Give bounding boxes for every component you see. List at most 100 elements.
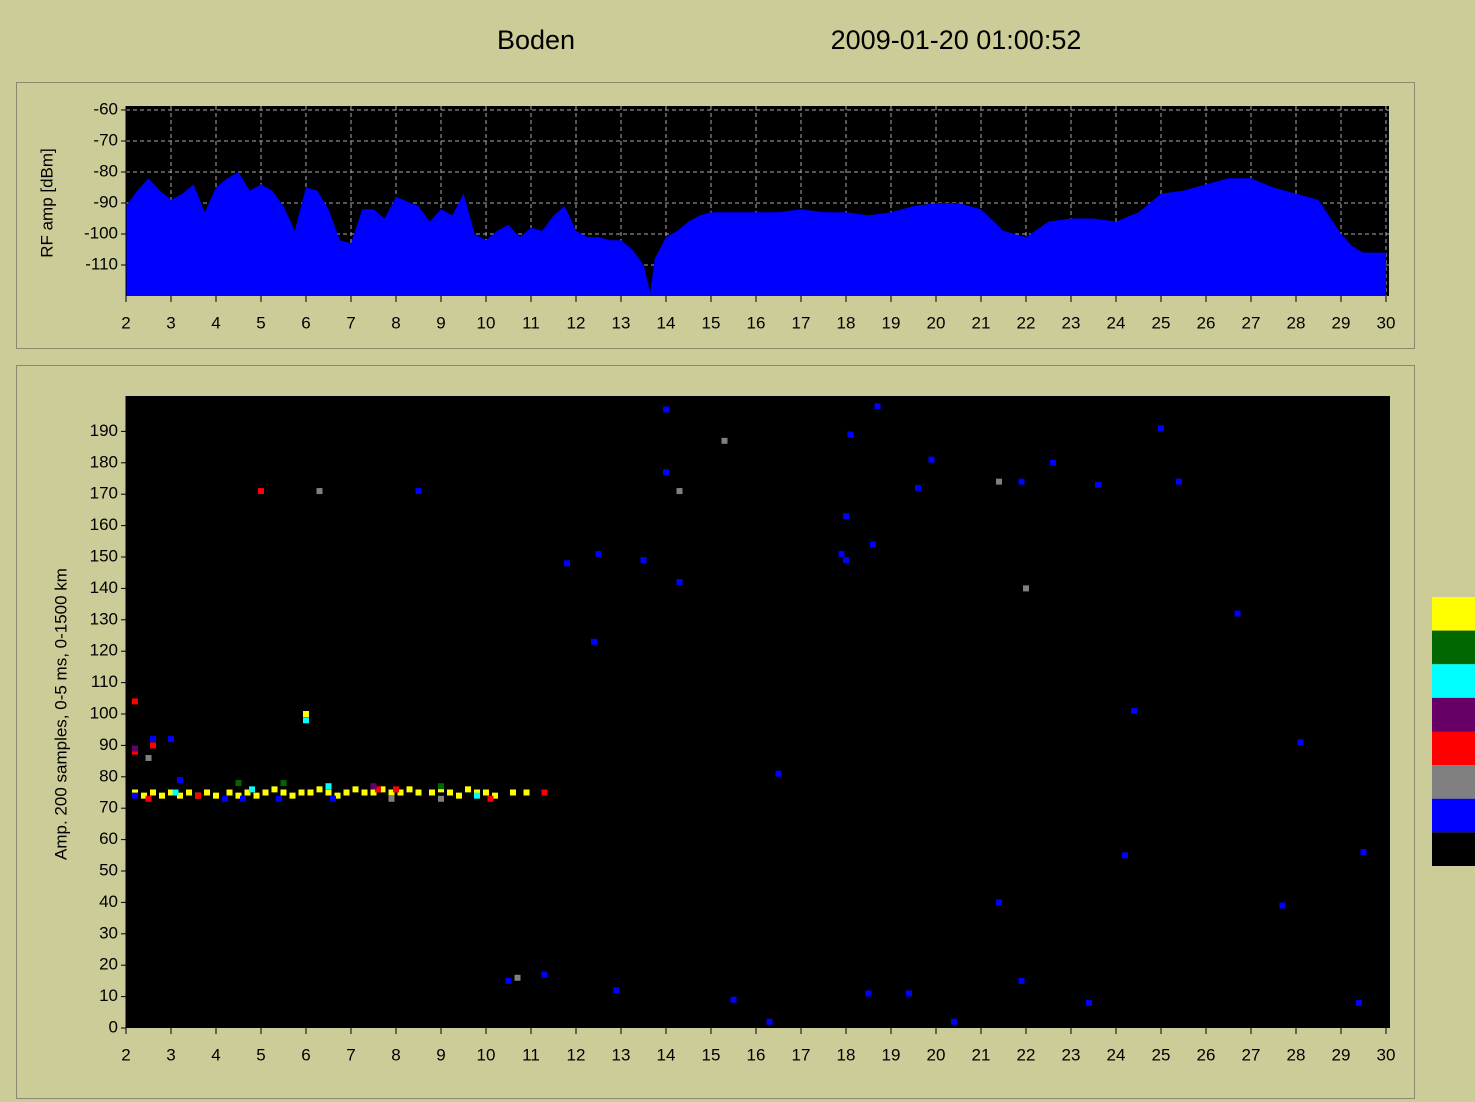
x-tick-label: 21 — [972, 1045, 991, 1064]
point — [847, 431, 854, 438]
colorbar-swatch — [1432, 832, 1475, 866]
point — [276, 795, 282, 802]
x-tick-label: 12 — [567, 313, 586, 332]
point — [213, 792, 219, 799]
point — [595, 550, 602, 557]
x-tick-label: 19 — [882, 313, 901, 332]
point — [240, 795, 246, 802]
point — [132, 789, 138, 796]
point — [280, 789, 287, 796]
point — [438, 783, 444, 790]
point — [1018, 977, 1025, 984]
point — [150, 736, 156, 743]
point — [370, 789, 377, 796]
point — [375, 786, 381, 793]
y-tick-label: -60 — [93, 99, 118, 118]
y-tick-label: 170 — [90, 484, 118, 503]
x-tick-label: 30 — [1377, 313, 1396, 332]
x-tick-label: 18 — [837, 313, 856, 332]
point — [150, 742, 156, 749]
y-tick-label: 30 — [99, 923, 118, 942]
point — [541, 971, 548, 978]
y-tick-label: 160 — [90, 515, 118, 534]
point — [343, 789, 350, 796]
x-tick-label: 24 — [1107, 313, 1126, 332]
point — [1050, 459, 1056, 466]
point — [325, 783, 332, 790]
area — [126, 172, 1386, 296]
y-tick-label: 100 — [90, 703, 118, 722]
x-tick-label: 27 — [1242, 313, 1261, 332]
panel — [16, 365, 1415, 1099]
point — [514, 974, 521, 981]
point — [388, 795, 395, 802]
y-tick-label: 40 — [99, 892, 118, 911]
point — [235, 792, 242, 799]
timestamp: 2009-01-20 01:00:52 — [831, 25, 1082, 55]
x-tick-label: 16 — [747, 1045, 766, 1064]
point — [456, 792, 462, 799]
point — [195, 792, 201, 799]
y-axis-label: RF amp [dBm] — [37, 148, 56, 258]
y-tick-label: 60 — [99, 829, 118, 848]
y-tick-label: 50 — [99, 860, 118, 879]
point — [361, 789, 368, 796]
point — [591, 638, 597, 645]
y-tick-label: -110 — [85, 254, 118, 273]
x-tick-label: 3 — [166, 313, 175, 332]
point — [1279, 902, 1286, 909]
point — [1158, 425, 1164, 432]
y-tick-label: 190 — [90, 421, 118, 440]
point — [298, 789, 305, 796]
station: Boden — [497, 25, 575, 55]
colorbar-swatch — [1432, 597, 1475, 631]
point — [951, 1018, 957, 1025]
x-tick-label: 28 — [1287, 313, 1306, 332]
point — [1234, 610, 1241, 617]
point — [676, 488, 683, 495]
point — [379, 786, 386, 793]
x-tick-label: 20 — [927, 1045, 946, 1064]
point — [303, 717, 309, 724]
x-tick-label: 25 — [1152, 1045, 1171, 1064]
point — [258, 488, 264, 495]
y-tick-label: -80 — [93, 161, 118, 180]
x-tick-label: 4 — [211, 313, 220, 332]
point — [1297, 739, 1304, 746]
point — [640, 557, 647, 564]
point — [172, 789, 179, 796]
point — [474, 792, 480, 799]
x-tick-label: 4 — [211, 1045, 220, 1064]
x-tick-label: 8 — [391, 1045, 400, 1064]
x-tick-label: 11 — [522, 1045, 540, 1064]
x-tick-label: 30 — [1377, 1045, 1396, 1064]
point — [492, 792, 498, 799]
x-tick-label: 23 — [1062, 313, 1081, 332]
point — [316, 488, 323, 495]
x-tick-label: 5 — [256, 1045, 265, 1064]
point — [271, 786, 278, 793]
x-tick-label: 13 — [612, 1045, 631, 1064]
x-tick-label: 14 — [657, 313, 676, 332]
x-tick-label: 20 — [927, 313, 946, 332]
y-tick-label: -70 — [93, 130, 118, 149]
x-tick-label: 9 — [436, 313, 445, 332]
y-tick-label: 150 — [90, 546, 118, 565]
colorbar-swatch — [1432, 765, 1475, 799]
point — [465, 786, 471, 793]
point — [325, 789, 332, 796]
x-tick-label: 2 — [121, 313, 130, 332]
point — [721, 437, 728, 444]
point — [141, 792, 147, 799]
x-tick-label: 3 — [166, 1045, 175, 1064]
point — [564, 560, 570, 567]
x-tick-label: 9 — [436, 1045, 445, 1064]
point — [870, 541, 876, 548]
x-tick-label: 16 — [747, 313, 766, 332]
x-tick-label: 15 — [702, 313, 721, 332]
point — [541, 789, 548, 796]
x-tick-label: 8 — [391, 313, 400, 332]
point — [289, 792, 296, 799]
point — [838, 550, 845, 557]
